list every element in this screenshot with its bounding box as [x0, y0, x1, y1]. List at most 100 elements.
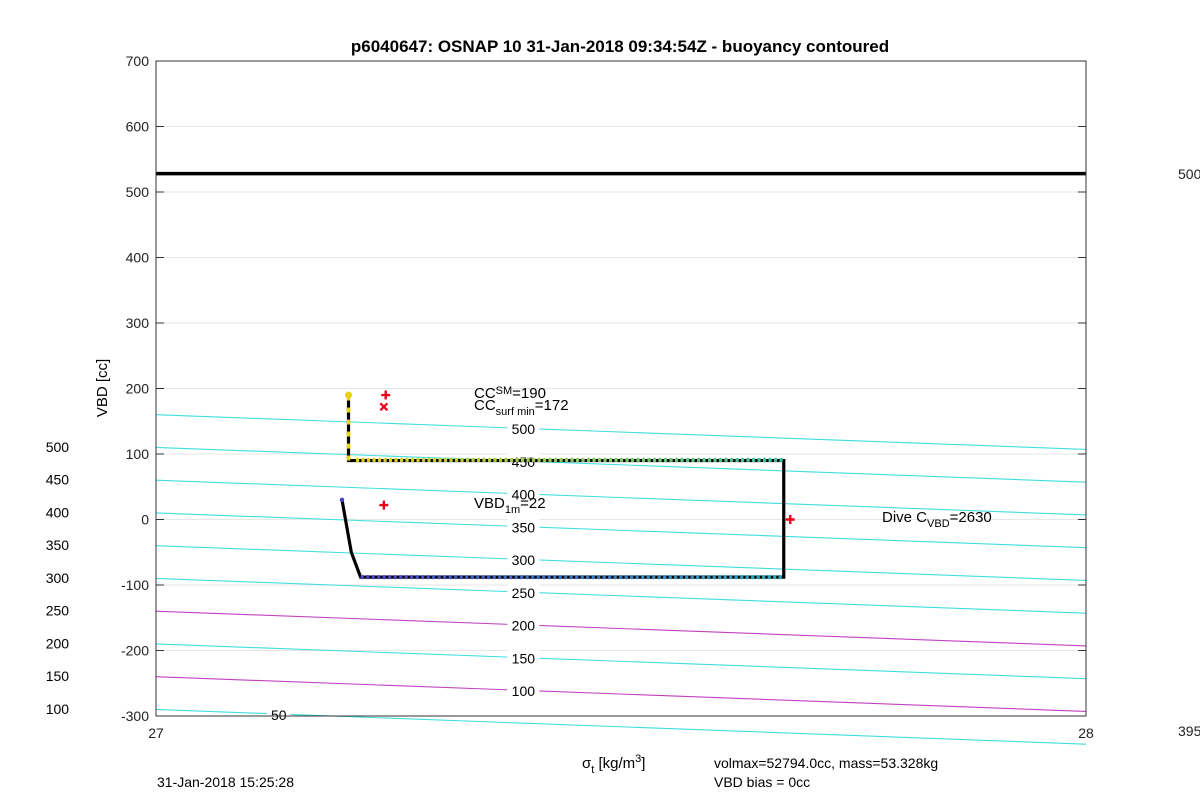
y-tick-label: -300	[121, 708, 149, 724]
vbd-1m-value: =22	[520, 495, 545, 512]
right-contour-label: 200	[46, 635, 70, 651]
vbd-1m-main: VBD	[474, 495, 505, 512]
contour-line	[155, 414, 1087, 450]
y-tick-label: 300	[126, 315, 150, 331]
footer-vbd-bias: VBD bias = 0cc	[714, 774, 810, 790]
contour-line	[155, 545, 1087, 581]
dive-c-value: =2630	[950, 509, 992, 526]
dive-c-annotation: Dive CVBD=2630	[882, 509, 992, 530]
cc-sm-sub: SM	[496, 385, 513, 397]
dive-c-main: Dive C	[882, 509, 927, 526]
center-contour-label: 400	[512, 487, 536, 503]
dive-path	[339, 391, 786, 580]
bottom-contour-label-bg	[266, 706, 291, 718]
right-contour-label: 150	[46, 668, 70, 684]
vbd-1m-sub: 1m	[505, 504, 520, 516]
y-tick-label: 200	[126, 381, 150, 397]
right-contour-label-bg	[41, 568, 74, 586]
center-contour-label-bg	[507, 485, 540, 503]
right-contour-label-bg	[41, 601, 74, 619]
x-axis-label-unit: [kg/m	[594, 755, 635, 772]
x-tick-label: 28	[1078, 725, 1094, 741]
plus-marker	[379, 500, 389, 510]
center-contour-label: 100	[512, 683, 536, 699]
right-contour-label: 400	[46, 504, 70, 520]
right-contour-label-bg	[41, 667, 74, 685]
contour-line	[155, 512, 1087, 549]
right-label-bottom: 395	[1178, 723, 1200, 739]
center-contour-label: 150	[512, 650, 536, 666]
center-contour-label-bg	[507, 649, 540, 667]
center-contour-label-bg	[507, 682, 540, 700]
center-contour-label-bg	[507, 420, 540, 438]
right-contour-label-bg	[41, 699, 74, 717]
center-contour-label-bg	[507, 583, 540, 601]
axis-ticks: -300 -200 -100 0 100 200 300 400 500 600 700 27 28	[121, 53, 1094, 741]
cc-sm-value: =190	[512, 385, 546, 402]
footer-volmax-mass: volmax=52794.0cc, mass=53.328kg	[714, 755, 938, 771]
cc-surf-annotation: CCsurf min=172	[474, 397, 569, 418]
contour-line	[155, 446, 1087, 483]
plus-marker	[381, 390, 391, 400]
center-contour-label-bg	[507, 551, 540, 569]
dive-path-line	[340, 398, 786, 579]
contour-line	[155, 643, 1087, 680]
x-marker	[379, 402, 389, 412]
grid-lines	[156, 60, 1086, 717]
center-contour-label: 300	[512, 552, 536, 568]
x-axis-label-sub: t	[591, 764, 594, 776]
x-tick-label: 27	[148, 725, 164, 741]
y-axis-label: VBD [cc]	[94, 359, 111, 417]
y-tick-label: 100	[126, 446, 150, 462]
contour-line	[155, 708, 1087, 745]
y-tick-label: 600	[126, 119, 150, 135]
contour-labels: 5004504003503002502001501005004504003503…	[41, 420, 540, 723]
center-contour-label-bg	[507, 518, 540, 536]
center-contour-label: 200	[512, 618, 536, 634]
x-axis-label-end: ]	[641, 755, 645, 772]
contour-line	[155, 479, 1087, 516]
center-contour-label-bg	[507, 616, 540, 634]
cc-surf-sub: surf min	[496, 406, 535, 418]
plus-marker	[785, 515, 795, 524]
x-axis-label-main: σ	[582, 755, 592, 772]
center-contour-label: 250	[512, 585, 536, 601]
right-contour-label-bg	[41, 503, 74, 521]
contour-line	[155, 676, 1087, 712]
contour-line	[155, 577, 1087, 614]
cc-sm-main: CC	[474, 385, 496, 402]
right-contour-label-bg	[41, 536, 74, 554]
right-label-top: 500	[1178, 166, 1200, 182]
cc-surf-value: =172	[535, 397, 569, 414]
right-contour-label: 500	[46, 439, 70, 455]
markers	[379, 390, 795, 524]
chart-title: p6040647: OSNAP 10 31-Jan-2018 09:34:54Z…	[351, 37, 889, 56]
right-contour-label-bg	[41, 437, 74, 455]
y-tick-label: 700	[126, 53, 150, 69]
x-axis-label: σt [kg/m3]	[582, 753, 645, 776]
contour-line	[155, 610, 1087, 647]
right-contour-label: 100	[46, 701, 70, 717]
dive-c-sub: VBD	[927, 518, 950, 530]
footer-timestamp: 31-Jan-2018 15:25:28	[157, 774, 294, 790]
bottom-contour-label: 50	[271, 707, 287, 723]
right-contour-label-bg	[41, 470, 74, 488]
x-axis-label-sup: 3	[635, 753, 641, 765]
y-tick-label: 0	[141, 512, 149, 528]
center-contour-label: 500	[512, 421, 536, 437]
contour-lines	[155, 414, 1087, 745]
vbd-1m-annotation: VBD1m=22	[474, 495, 546, 516]
cc-surf-main: CC	[474, 397, 496, 414]
y-tick-label: 500	[126, 184, 150, 200]
cc-sm-annotation: CCSM=190	[474, 385, 546, 402]
y-tick-label: 400	[126, 250, 150, 266]
right-contour-label: 250	[46, 603, 70, 619]
center-contour-label: 350	[512, 519, 536, 535]
right-contour-label: 450	[46, 472, 70, 488]
right-contour-label: 300	[46, 570, 70, 586]
ascent-top-dot	[345, 391, 353, 399]
descent-start-dot	[339, 497, 345, 503]
y-tick-label: -200	[121, 643, 149, 659]
